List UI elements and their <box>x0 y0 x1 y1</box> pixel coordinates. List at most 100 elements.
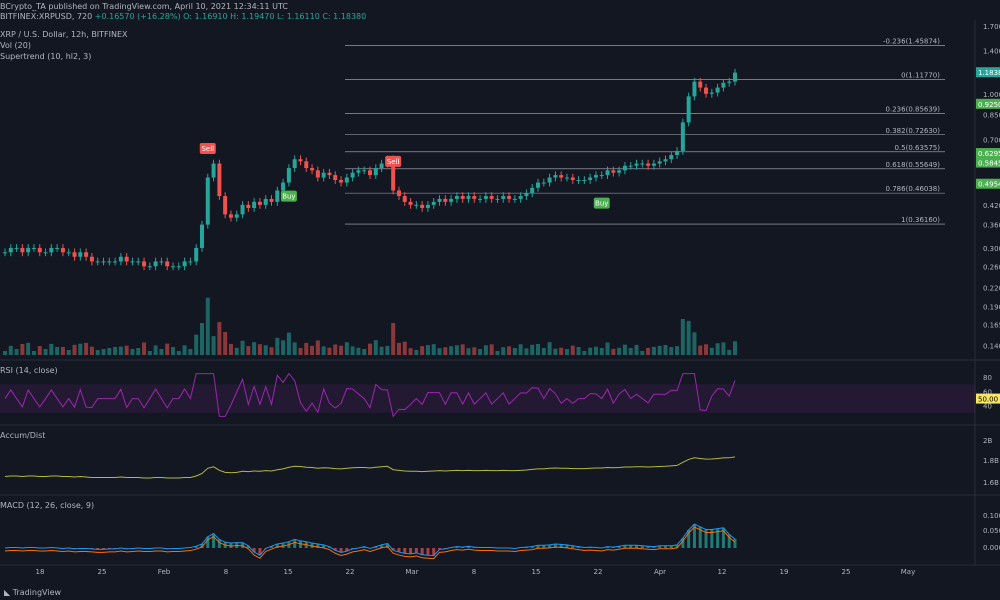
candle-body <box>281 182 286 191</box>
candle-body <box>402 196 407 202</box>
volume-bar <box>78 343 83 355</box>
volume-bar <box>153 345 158 355</box>
price-axis-label: 0.3600 <box>983 222 1000 230</box>
candle-body <box>14 247 19 249</box>
volume-bar <box>478 349 483 355</box>
volume-bar <box>118 346 123 355</box>
rsi-level-tag: 50.00 <box>978 396 998 404</box>
volume-bar <box>356 347 361 355</box>
volume-bar <box>686 321 691 355</box>
volume-bar <box>8 345 13 355</box>
brand-text: TradingView <box>12 588 62 597</box>
candle-body <box>431 201 436 205</box>
candle-body <box>657 161 662 164</box>
macd-histogram-bar <box>212 533 216 548</box>
fib-label: 0.618(0.55649) <box>886 161 941 169</box>
macd-histogram-bar <box>727 534 731 548</box>
macd-histogram-bar <box>374 546 378 548</box>
price-tag-bg <box>976 178 1000 189</box>
candle-body <box>709 92 714 94</box>
volume-bar <box>228 343 233 355</box>
candle-body <box>275 190 280 202</box>
x-axis-tick: 18 <box>36 568 45 576</box>
macd-histogram-bar <box>658 545 662 548</box>
price-axis-label: 0.1650 <box>983 321 1000 329</box>
candle-body <box>420 204 425 208</box>
volume-bar <box>622 344 627 355</box>
candle-body <box>228 214 233 218</box>
volume-bar <box>362 349 367 355</box>
volume-bar <box>171 347 176 355</box>
x-axis-tick: 22 <box>346 568 355 576</box>
volume-bar <box>646 347 651 355</box>
candle-body <box>118 256 123 262</box>
candle-body <box>171 266 176 268</box>
volume-bar <box>72 344 77 355</box>
candle-body <box>663 159 668 162</box>
candle-body <box>454 196 459 199</box>
volume-bar <box>188 349 193 355</box>
volume-bar <box>396 342 401 355</box>
price-tag: 1.1838 <box>978 69 1000 77</box>
volume-bar <box>281 340 286 355</box>
x-axis-tick: 22 <box>594 568 603 576</box>
macd-histogram-bar <box>710 529 714 548</box>
volume-bar <box>310 345 315 355</box>
volume-bar <box>20 344 25 355</box>
candle-body <box>176 266 181 268</box>
volume-bar <box>124 345 129 355</box>
macd-histogram-bar <box>333 548 337 551</box>
volume-bar <box>541 348 546 355</box>
volume-bar <box>101 349 106 355</box>
volume-bar <box>553 348 558 355</box>
volume-bar <box>628 348 633 355</box>
volume-bar <box>373 340 378 355</box>
candle-body <box>43 252 48 254</box>
macd-histogram-bar <box>663 545 667 548</box>
rsi-legend[interactable]: RSI (14, close) <box>0 366 58 375</box>
macd-histogram-bar <box>571 545 575 548</box>
candle-body <box>368 170 372 176</box>
candle-body <box>582 180 587 182</box>
macd-histogram-bar <box>246 545 250 548</box>
macd-histogram-bar <box>385 543 389 548</box>
volume-bar <box>43 349 48 355</box>
macd-histogram-bar <box>339 548 343 553</box>
volume-bar <box>292 342 297 355</box>
tradingview-logo-icon: ◣ <box>4 588 11 597</box>
candle-body <box>617 170 622 173</box>
price-tag-bg <box>976 148 1000 159</box>
supertrend-legend[interactable]: Supertrend (10, hl2, 3) <box>0 52 92 61</box>
macd-histogram-bar <box>466 546 470 548</box>
rsi-axis-label: 40 <box>983 403 992 411</box>
candle-body <box>553 175 558 178</box>
volume-bar <box>298 348 303 355</box>
volume-bar <box>130 349 135 355</box>
candle-body <box>315 170 320 178</box>
volume-bar <box>530 344 535 355</box>
candle-body <box>559 175 564 178</box>
volume-legend[interactable]: Vol (20) <box>0 41 31 50</box>
candle-body <box>588 177 593 181</box>
macd-histogram-bar <box>455 546 459 548</box>
accum-legend[interactable]: Accum/Dist <box>0 431 46 440</box>
volume-bar <box>657 345 662 355</box>
candle-body <box>536 182 541 188</box>
candle-body <box>95 261 100 263</box>
volume-bar <box>449 346 454 355</box>
ohlc-text: O: 1.16910 H: 1.19470 L: 1.16110 C: 1.18… <box>183 12 367 21</box>
price-tag: 0.6295 <box>978 150 1000 158</box>
volume-bar <box>443 347 448 355</box>
macd-histogram-bar <box>362 546 366 548</box>
accum-axis-label: 2B <box>983 437 992 445</box>
candle-body <box>449 198 454 202</box>
pair-legend[interactable]: XRP / U.S. Dollar, 12h, BITFINEX <box>0 30 128 39</box>
candle-body <box>147 266 152 268</box>
macd-legend[interactable]: MACD (12, 26, close, 9) <box>0 501 95 510</box>
macd-histogram-bar <box>652 546 656 548</box>
candle-body <box>252 201 257 208</box>
candle-body <box>26 247 31 253</box>
macd-histogram-bar <box>270 546 274 548</box>
